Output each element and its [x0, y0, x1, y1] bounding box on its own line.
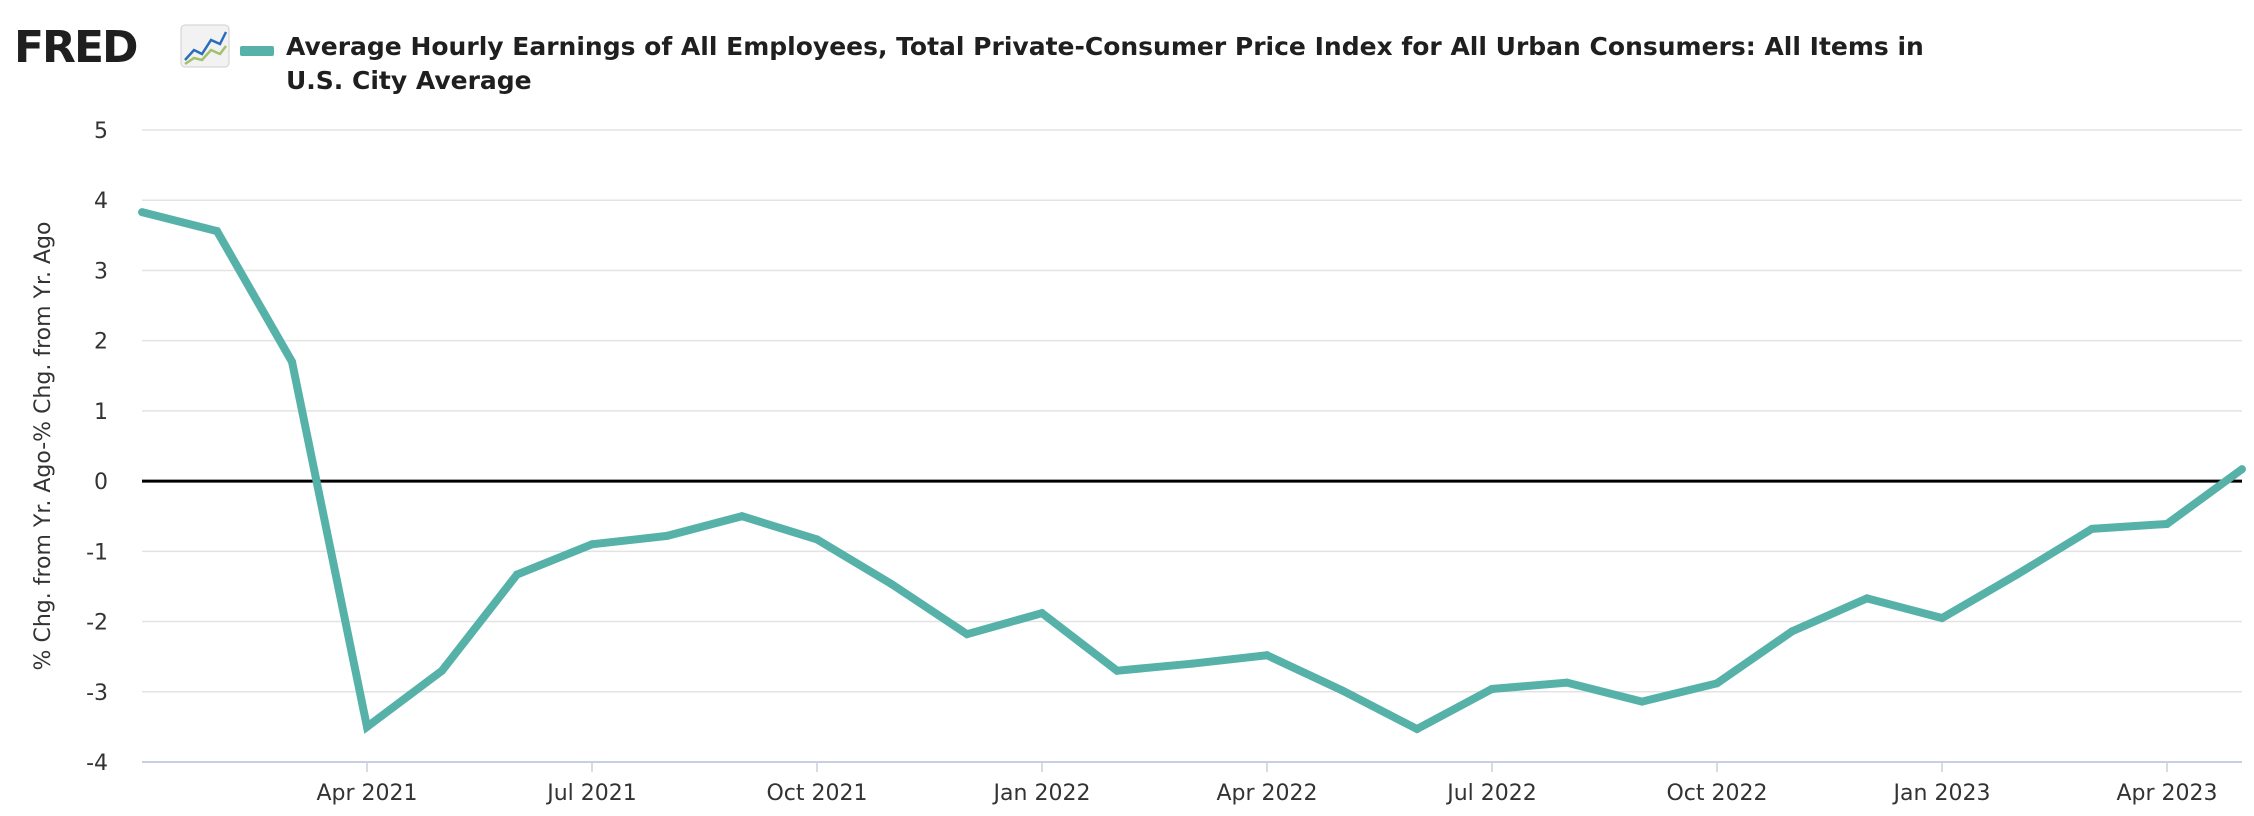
- x-tick-label: Jul 2021: [545, 781, 637, 806]
- y-axis-tick-labels: -4 -3 -2 -1 0 1 2 3 4 5: [86, 119, 108, 776]
- y-tick-label: 3: [94, 259, 108, 284]
- x-tick-label: Oct 2022: [1666, 781, 1767, 806]
- data-point[interactable]: [1713, 679, 1721, 688]
- data-point[interactable]: [1188, 659, 1196, 668]
- y-axis-title: % Chg. from Yr. Ago-% Chg. from Yr. Ago: [31, 222, 56, 671]
- y-tick-label: -4: [86, 751, 108, 776]
- y-tick-label: -1: [86, 540, 108, 565]
- x-tick-label: Jul 2022: [1445, 781, 1537, 806]
- y-tick-label: 0: [94, 470, 108, 495]
- legend-swatch: [240, 46, 274, 56]
- data-point[interactable]: [2088, 524, 2096, 533]
- x-tick-label: Apr 2023: [2116, 781, 2217, 806]
- fred-logo-text: FRED: [14, 22, 139, 73]
- chart-header: FRED Average Hourly Earnings of All Empl…: [0, 0, 2254, 110]
- data-point[interactable]: [1938, 614, 1946, 623]
- data-point[interactable]: [213, 227, 221, 236]
- data-point[interactable]: [588, 540, 596, 549]
- data-point[interactable]: [738, 512, 746, 521]
- x-tick-label: Apr 2022: [1216, 781, 1317, 806]
- x-tick-label: Oct 2021: [766, 781, 867, 806]
- x-tick-label: Jan 2023: [1892, 781, 1991, 806]
- data-point[interactable]: [1863, 594, 1871, 603]
- data-point[interactable]: [2013, 570, 2021, 579]
- data-point[interactable]: [513, 570, 521, 579]
- y-tick-label: -3: [86, 681, 108, 706]
- x-tick-label: Jan 2022: [992, 781, 1091, 806]
- data-point[interactable]: [813, 535, 821, 544]
- data-point[interactable]: [1263, 651, 1271, 660]
- y-tick-label: -2: [86, 611, 108, 636]
- data-point[interactable]: [1488, 684, 1496, 693]
- x-tick-label: Apr 2021: [316, 781, 417, 806]
- series-line[interactable]: [141, 208, 2245, 734]
- data-point[interactable]: [1638, 697, 1646, 706]
- series-layer: [138, 208, 2246, 734]
- data-point[interactable]: [1113, 666, 1121, 675]
- y-tick-label: 2: [94, 330, 108, 355]
- data-point[interactable]: [288, 357, 296, 366]
- data-point[interactable]: [363, 722, 371, 731]
- y-tick-label: 5: [94, 119, 108, 144]
- data-point[interactable]: [1413, 724, 1421, 733]
- fred-chart-icon: [180, 24, 230, 68]
- y-tick-label: 4: [94, 189, 108, 214]
- fred-logo[interactable]: FRED: [14, 22, 230, 74]
- line-chart: -4 -3 -2 -1 0 1 2 3 4 5 Apr 2021 Jul 2021 Oct 2021 J…: [31, 119, 2246, 806]
- data-point[interactable]: [1338, 686, 1346, 695]
- grid-lines: [142, 129, 2242, 693]
- data-point[interactable]: [2163, 519, 2171, 528]
- data-point[interactable]: [1038, 609, 1046, 618]
- data-point[interactable]: [888, 580, 896, 589]
- data-point[interactable]: [663, 531, 671, 540]
- y-tick-label: 1: [94, 400, 108, 425]
- x-axis-tick-labels: Apr 2021 Jul 2021 Oct 2021 Jan 2022 Apr 2022…: [316, 762, 2218, 806]
- data-point[interactable]: [1788, 627, 1796, 636]
- legend-series-label: Average Hourly Earnings of All Employees…: [286, 32, 1924, 95]
- data-point[interactable]: [438, 666, 446, 675]
- data-point[interactable]: [963, 630, 971, 639]
- data-point[interactable]: [2238, 465, 2246, 474]
- data-point[interactable]: [138, 208, 146, 217]
- data-point[interactable]: [1563, 678, 1571, 687]
